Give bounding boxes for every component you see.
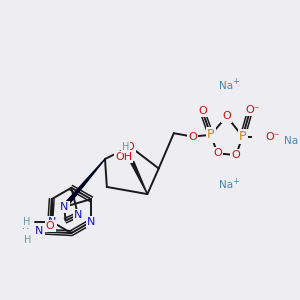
Text: OH: OH (115, 152, 132, 162)
Text: +: + (232, 77, 239, 86)
Text: O: O (213, 148, 222, 158)
Text: P: P (239, 130, 246, 143)
Text: Na: Na (219, 81, 233, 91)
Text: N: N (60, 202, 68, 212)
Text: O: O (46, 221, 54, 231)
Text: O: O (198, 106, 207, 116)
Text: O: O (232, 150, 240, 160)
Text: O⁻: O⁻ (266, 132, 280, 142)
Text: N: N (87, 217, 95, 227)
Text: +: + (232, 177, 239, 186)
Text: H: H (23, 217, 31, 227)
Text: H: H (122, 142, 129, 152)
Text: O⁻: O⁻ (245, 105, 260, 115)
Polygon shape (131, 161, 147, 194)
Text: N: N (74, 210, 82, 220)
Text: O: O (126, 142, 134, 152)
Text: P: P (207, 128, 214, 141)
Text: O: O (222, 111, 231, 122)
Text: Na: Na (284, 136, 298, 146)
Text: +: + (298, 132, 300, 141)
Text: Na: Na (219, 180, 233, 190)
Text: N: N (47, 217, 56, 227)
Text: H: H (22, 220, 30, 231)
Polygon shape (63, 159, 105, 208)
Text: O: O (188, 132, 197, 142)
Text: N: N (35, 226, 44, 236)
Text: H: H (24, 235, 32, 245)
